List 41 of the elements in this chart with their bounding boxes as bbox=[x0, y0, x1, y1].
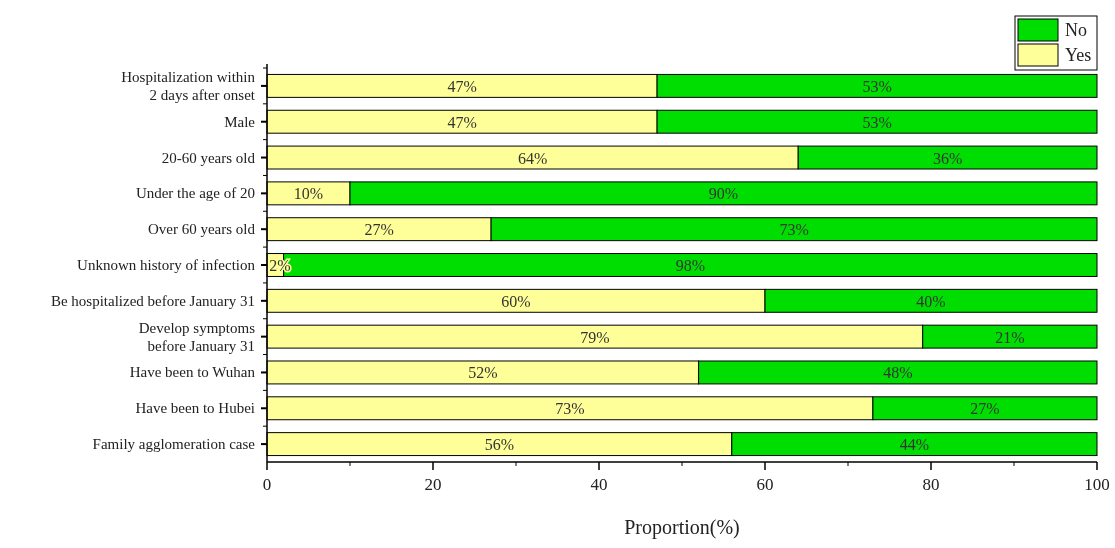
y-tick-label: Hospitalization within 2 days after onset bbox=[121, 68, 256, 103]
data-label: 44% bbox=[899, 436, 930, 454]
y-tick-label: Have been to Wuhan bbox=[129, 364, 256, 381]
data-label: 27% bbox=[970, 400, 1000, 418]
data-label: 36% bbox=[932, 149, 963, 167]
y-tick-label: Over 60 years old bbox=[147, 221, 256, 238]
data-label: 64% bbox=[517, 149, 548, 167]
data-label: 21% bbox=[995, 328, 1025, 346]
x-tick-label: 80 bbox=[922, 475, 940, 494]
x-axis-title: Proportion(%) bbox=[624, 516, 740, 539]
data-label: 73% bbox=[555, 400, 585, 418]
data-label: 47% bbox=[447, 77, 477, 95]
data-label: 40% bbox=[916, 292, 946, 310]
y-tick-label: Develop symptoms before January 31 bbox=[138, 319, 256, 354]
data-label: 73% bbox=[779, 221, 809, 239]
x-tick-label: 60 bbox=[756, 475, 774, 494]
y-tick-label: Under the age of 20 bbox=[135, 185, 255, 202]
y-tick-label: 20-60 years old bbox=[161, 149, 256, 166]
data-label: 48% bbox=[883, 364, 913, 382]
y-tick-label: Have been to Hubei bbox=[135, 400, 255, 417]
data-label: 60% bbox=[501, 292, 531, 310]
data-label: 10% bbox=[293, 185, 324, 203]
data-label: 98% bbox=[675, 257, 705, 274]
data-label: 56% bbox=[484, 436, 515, 454]
legend-label: No bbox=[1065, 20, 1087, 40]
x-tick-label: 40 bbox=[590, 475, 608, 494]
y-tick-label: Be hospitalized before January 31 bbox=[50, 292, 255, 309]
data-label: 90% bbox=[708, 185, 739, 203]
x-tick-label: 100 bbox=[1084, 475, 1110, 494]
legend-label: Yes bbox=[1065, 45, 1092, 65]
y-tick-label: Family agglomeration case bbox=[92, 436, 256, 453]
data-label: 52% bbox=[468, 364, 498, 382]
y-tick-label: Male bbox=[224, 113, 256, 130]
data-label: 79% bbox=[580, 328, 610, 346]
data-label: 47% bbox=[447, 113, 477, 131]
x-tick-label: 20 bbox=[424, 475, 442, 494]
data-label: 53% bbox=[862, 113, 892, 131]
y-tick-label: Unknown history of infection bbox=[77, 257, 256, 273]
x-tick-label: 0 bbox=[262, 475, 272, 494]
data-label: 53% bbox=[862, 77, 892, 95]
data-label: 27% bbox=[364, 221, 394, 239]
